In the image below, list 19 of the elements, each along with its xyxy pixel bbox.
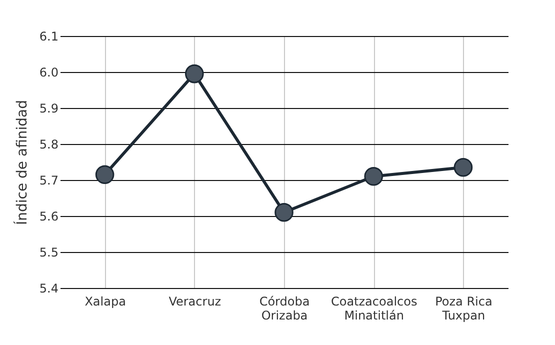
x-tick-label: Coatzacoalcos Minatitlán	[330, 294, 418, 322]
point	[274, 203, 294, 222]
point	[364, 167, 384, 186]
x-tick-label: Xalapa	[84, 294, 126, 308]
x-tick-label: Córdoba Orizaba	[259, 294, 310, 322]
x-tick-label: Poza Rica Tuxpan	[435, 294, 492, 322]
point	[95, 165, 114, 184]
y-tick-label: 5.8	[39, 138, 58, 152]
x-tick-label: Veracruz	[168, 294, 222, 308]
y-tick-label: 6.0	[39, 66, 58, 80]
y-tick-label: 5.4	[39, 282, 58, 296]
point	[184, 64, 204, 84]
y-axis-title: Índice de afinidad	[13, 100, 30, 226]
y-tick-label: 5.9	[39, 102, 58, 116]
y-tick-label: 6.1	[39, 30, 58, 44]
y-tick-label: 5.7	[39, 174, 58, 188]
y-tick-label: 5.6	[39, 210, 58, 224]
point	[454, 158, 473, 177]
y-tick-label: 5.5	[39, 246, 58, 260]
